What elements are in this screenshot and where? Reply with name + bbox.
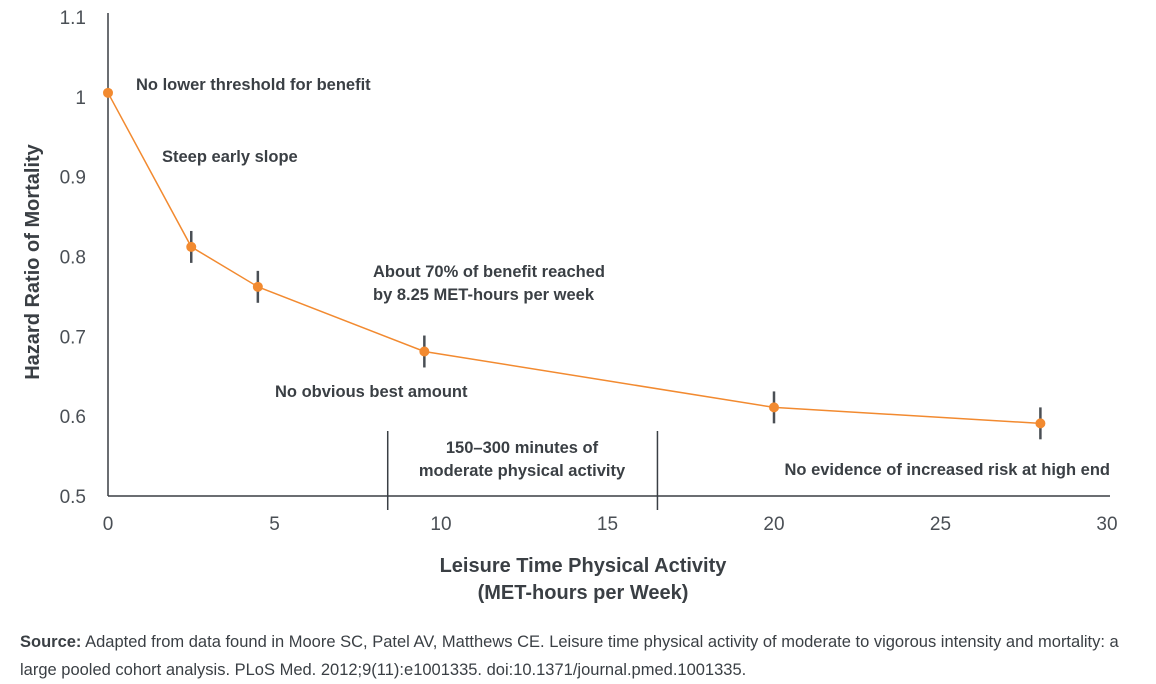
- error-bars: [190, 230, 1042, 440]
- annotation-no-evidence: No evidence of increased risk at high en…: [784, 461, 1110, 479]
- data-point: [186, 241, 197, 252]
- y-tick-labels: 0.5 0.6 0.7 0.8 0.9 1 1.1: [60, 8, 86, 508]
- reference-lines: [386, 431, 659, 510]
- annotation-benefit-line1: About 70% of benefit reached: [373, 263, 605, 281]
- source-text: Adapted from data found in Moore SC, Pat…: [20, 633, 1119, 679]
- hazard-ratio-chart: 0 5 10 15 20 25 30 0.5 0.6 0.7 0.8 0.9 1 1.1 No lowe…: [22, 8, 1118, 604]
- y-axis-label: Hazard Ratio of Mortality: [22, 143, 44, 379]
- x-tick-label: 5: [269, 514, 280, 535]
- y-tick-label: 0.8: [60, 248, 86, 269]
- series-polyline: [107, 92, 1041, 425]
- annotation-no-lower-threshold: No lower threshold for benefit: [136, 76, 371, 94]
- annotation-minutes-line2: moderate physical activity: [419, 462, 626, 480]
- source-label: Source:: [20, 633, 82, 651]
- data-point: [1035, 418, 1046, 429]
- x-tick-label: 20: [763, 514, 784, 535]
- x-tick-labels: 0 5 10 15 20 25 30: [103, 514, 1118, 535]
- source-note: Source: Adapted from data found in Moore…: [20, 628, 1150, 684]
- y-tick-label: 0.6: [60, 407, 86, 428]
- x-tick-label: 0: [103, 514, 114, 535]
- x-tick-label: 10: [430, 514, 451, 535]
- annotation-benefit-line2: by 8.25 MET-hours per week: [373, 286, 595, 304]
- annotation-minutes-line1: 150–300 minutes of: [446, 439, 599, 457]
- annotation-steep-slope: Steep early slope: [162, 148, 298, 166]
- x-tick-label: 30: [1096, 514, 1117, 535]
- y-tick-label: 0.9: [60, 168, 86, 189]
- x-axis-label-line1: Leisure Time Physical Activity: [440, 555, 728, 577]
- series-line: [107, 92, 1041, 425]
- y-tick-label: 1: [75, 88, 86, 109]
- data-point: [769, 402, 779, 413]
- data-point: [252, 281, 263, 292]
- annotation-no-best: No obvious best amount: [275, 383, 468, 401]
- annotations: No lower threshold for benefit Steep ear…: [136, 76, 1110, 480]
- x-tick-label: 15: [597, 514, 618, 535]
- y-tick-label: 0.5: [60, 487, 86, 508]
- x-tick-label: 25: [930, 514, 951, 535]
- data-point: [419, 346, 430, 357]
- y-tick-label: 1.1: [60, 8, 86, 29]
- data-point: [103, 87, 113, 98]
- y-tick-label: 0.7: [60, 327, 86, 348]
- data-points: [103, 87, 1046, 429]
- x-axis-label-line2: (MET-hours per Week): [478, 582, 689, 604]
